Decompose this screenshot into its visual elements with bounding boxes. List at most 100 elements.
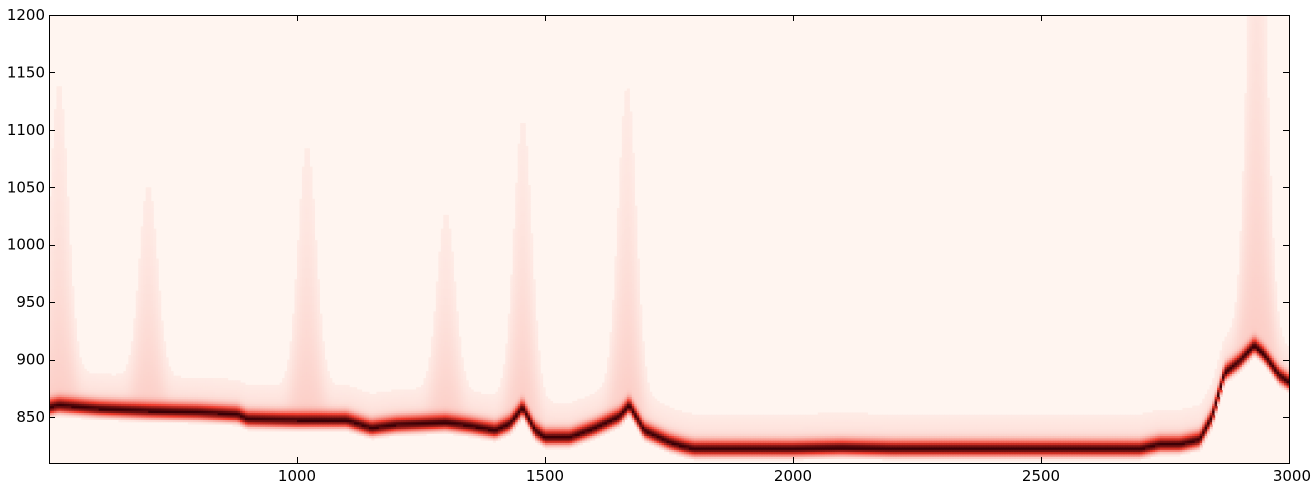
heatmap-cell	[163, 380, 167, 384]
heatmap-cell	[309, 407, 313, 411]
heatmap-cell	[299, 398, 303, 402]
heatmap-cell	[220, 421, 224, 425]
heatmap-cell	[145, 256, 149, 260]
heatmap-cell	[150, 253, 154, 257]
heatmap-cell	[165, 377, 169, 381]
heatmap-cell	[257, 391, 261, 395]
heatmap-cell	[61, 127, 65, 131]
heatmap-cell	[306, 359, 310, 363]
heatmap-cell	[279, 426, 283, 430]
heatmap-cell	[336, 421, 340, 425]
heatmap-cell	[150, 217, 154, 221]
heatmap-cell	[237, 414, 241, 418]
heatmap-cell	[316, 327, 320, 331]
heatmap-cell	[143, 221, 147, 225]
heatmap-cell	[123, 410, 127, 414]
heatmap-cell	[259, 410, 263, 414]
heatmap-cell	[153, 286, 157, 289]
heatmap-cell	[128, 391, 132, 395]
heatmap-cell	[304, 203, 308, 207]
heatmap-cell	[326, 412, 330, 416]
heatmap-cell	[316, 357, 320, 361]
heatmap-cell	[140, 320, 144, 324]
heatmap-cell	[292, 428, 296, 432]
heatmap-cell	[301, 191, 306, 195]
heatmap-cell	[225, 421, 229, 425]
heatmap-cell	[63, 396, 67, 400]
heatmap-cell	[61, 180, 65, 184]
heatmap-cell	[299, 315, 303, 319]
heatmap-cell	[140, 410, 144, 414]
heatmap-cell	[148, 198, 152, 202]
heatmap-cell	[247, 417, 251, 420]
heatmap-cell	[51, 265, 55, 269]
heatmap-cell	[344, 410, 348, 414]
heatmap-cell	[68, 345, 72, 349]
heatmap-cell	[158, 417, 162, 420]
heatmap-cell	[297, 426, 301, 430]
heatmap-cell	[49, 288, 53, 292]
heatmap-cell	[297, 382, 301, 386]
heatmap-cell	[269, 396, 273, 400]
heatmap-cell	[272, 407, 276, 411]
heatmap-cell	[123, 407, 127, 411]
heatmap-cell	[182, 391, 186, 395]
heatmap-cell	[311, 384, 315, 388]
heatmap-cell	[301, 251, 306, 255]
heatmap-cell	[301, 168, 306, 172]
heatmap-cell	[125, 375, 129, 379]
heatmap-cell	[153, 380, 157, 384]
heatmap-cell	[150, 382, 154, 386]
heatmap-cell	[297, 329, 301, 333]
heatmap-cell	[138, 299, 142, 303]
heatmap-cell	[51, 313, 55, 317]
heatmap-cell	[49, 403, 53, 407]
heatmap-cell	[205, 396, 209, 400]
heatmap-cell	[316, 295, 320, 299]
heatmap-cell	[341, 426, 345, 430]
heatmap-cell	[143, 281, 147, 285]
heatmap-cell	[66, 318, 70, 322]
heatmap-cell	[150, 205, 154, 209]
heatmap-cell	[130, 389, 134, 393]
heatmap-cell	[138, 313, 142, 317]
heatmap-cell	[304, 407, 308, 411]
heatmap-cell	[61, 292, 65, 296]
heatmap-cell	[336, 428, 340, 432]
heatmap-cell	[329, 396, 333, 400]
heatmap-cell	[135, 338, 139, 342]
heatmap-cell	[306, 306, 310, 310]
heatmap-cell	[324, 368, 328, 372]
heatmap-cell	[329, 382, 333, 386]
heatmap-cell	[155, 398, 159, 402]
heatmap-cell	[299, 230, 303, 234]
heatmap-cell	[145, 290, 149, 294]
heatmap-cell	[299, 263, 303, 267]
heatmap-cell	[259, 414, 263, 418]
heatmap-cell	[297, 361, 301, 365]
heatmap-cell	[61, 242, 65, 246]
heatmap-cell	[58, 132, 62, 136]
heatmap-cell	[299, 350, 303, 354]
heatmap-cell	[135, 320, 139, 324]
heatmap-cell	[145, 384, 149, 388]
heatmap-cell	[205, 417, 209, 420]
heatmap-cell	[165, 391, 169, 395]
heatmap-cell	[316, 283, 320, 287]
heatmap-cell	[155, 315, 159, 319]
heatmap-cell	[301, 217, 306, 221]
heatmap-cell	[51, 260, 55, 264]
heatmap-cell	[200, 391, 204, 395]
heatmap-cell	[76, 371, 80, 374]
heatmap-cell	[56, 168, 60, 172]
heatmap-cell	[51, 352, 55, 356]
heatmap-cell	[148, 210, 152, 214]
heatmap-cell	[168, 407, 172, 411]
heatmap-cell	[91, 389, 95, 393]
heatmap-cell	[86, 377, 90, 381]
heatmap-cell	[103, 389, 107, 393]
heatmap-cell	[158, 361, 162, 365]
heatmap-cell	[61, 178, 65, 182]
heatmap-cell	[264, 391, 268, 395]
heatmap-cell	[49, 320, 53, 324]
